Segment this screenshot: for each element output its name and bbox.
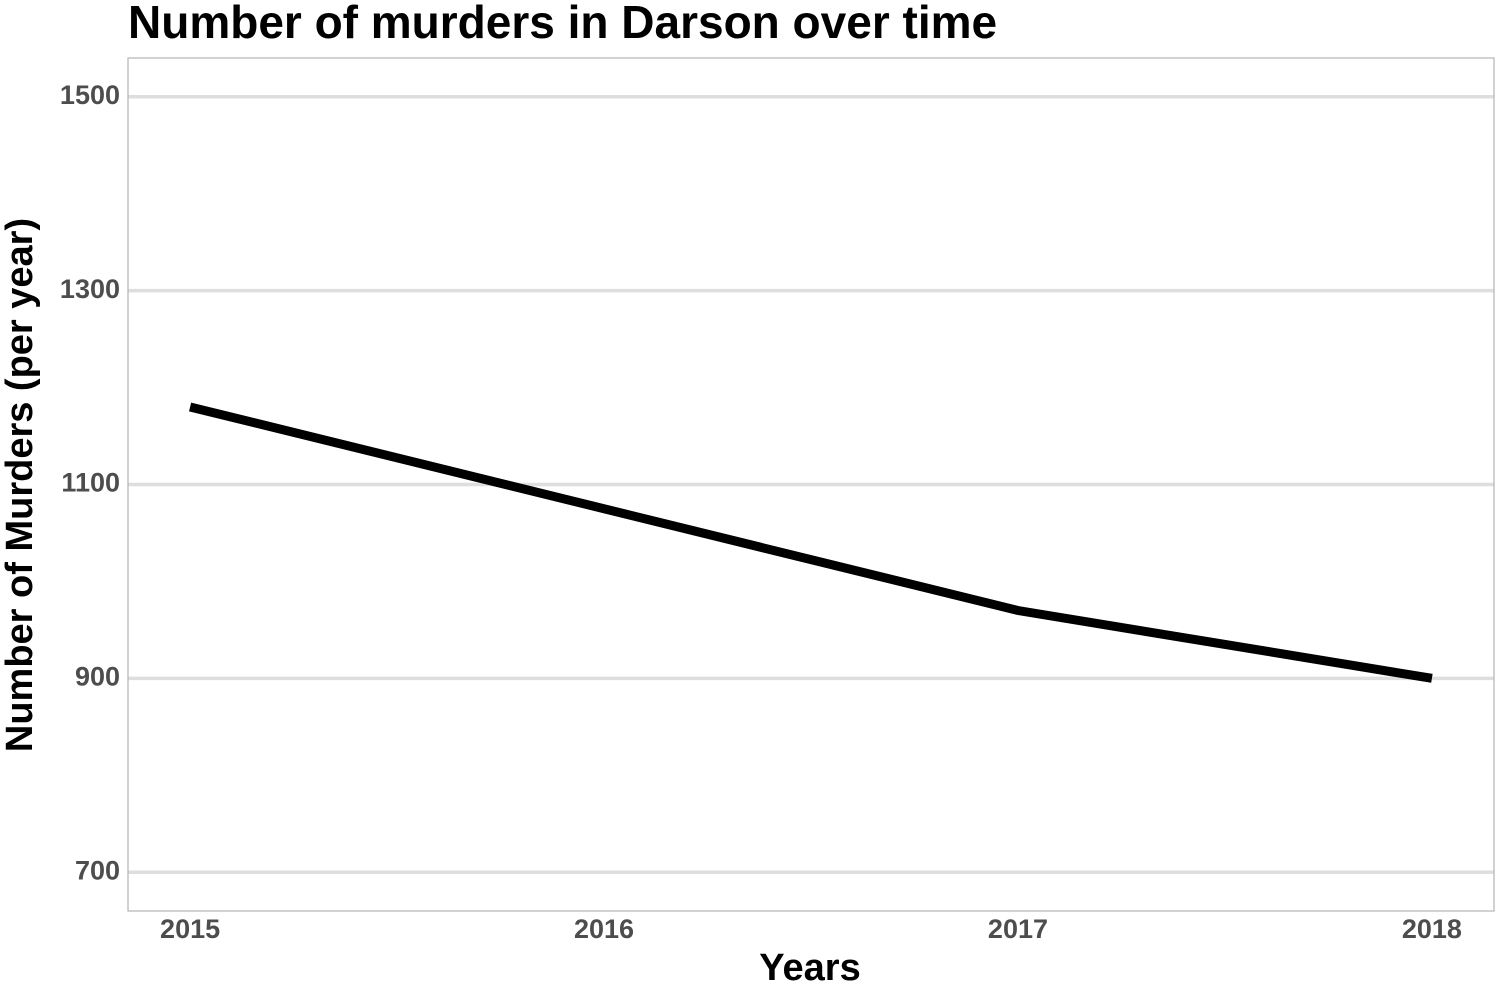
y-tick-label: 1100 — [61, 468, 120, 498]
y-tick-label: 900 — [75, 661, 120, 691]
y-tick-label: 1300 — [60, 274, 120, 304]
x-tick-label: 2017 — [988, 914, 1048, 944]
panel-border — [127, 57, 1495, 912]
data-line — [189, 402, 1433, 683]
x-tick-label: 2016 — [574, 914, 634, 944]
y-axis-label: Number of Murders (per year) — [0, 218, 41, 752]
x-tick-label: 2018 — [1402, 914, 1462, 944]
x-tick-label: 2015 — [160, 914, 220, 944]
x-axis-label: Years — [759, 947, 860, 989]
y-tick-label: 700 — [75, 855, 120, 885]
y-tick-label: 1500 — [60, 80, 120, 110]
chart-title: Number of murders in Darson over time — [128, 0, 997, 48]
